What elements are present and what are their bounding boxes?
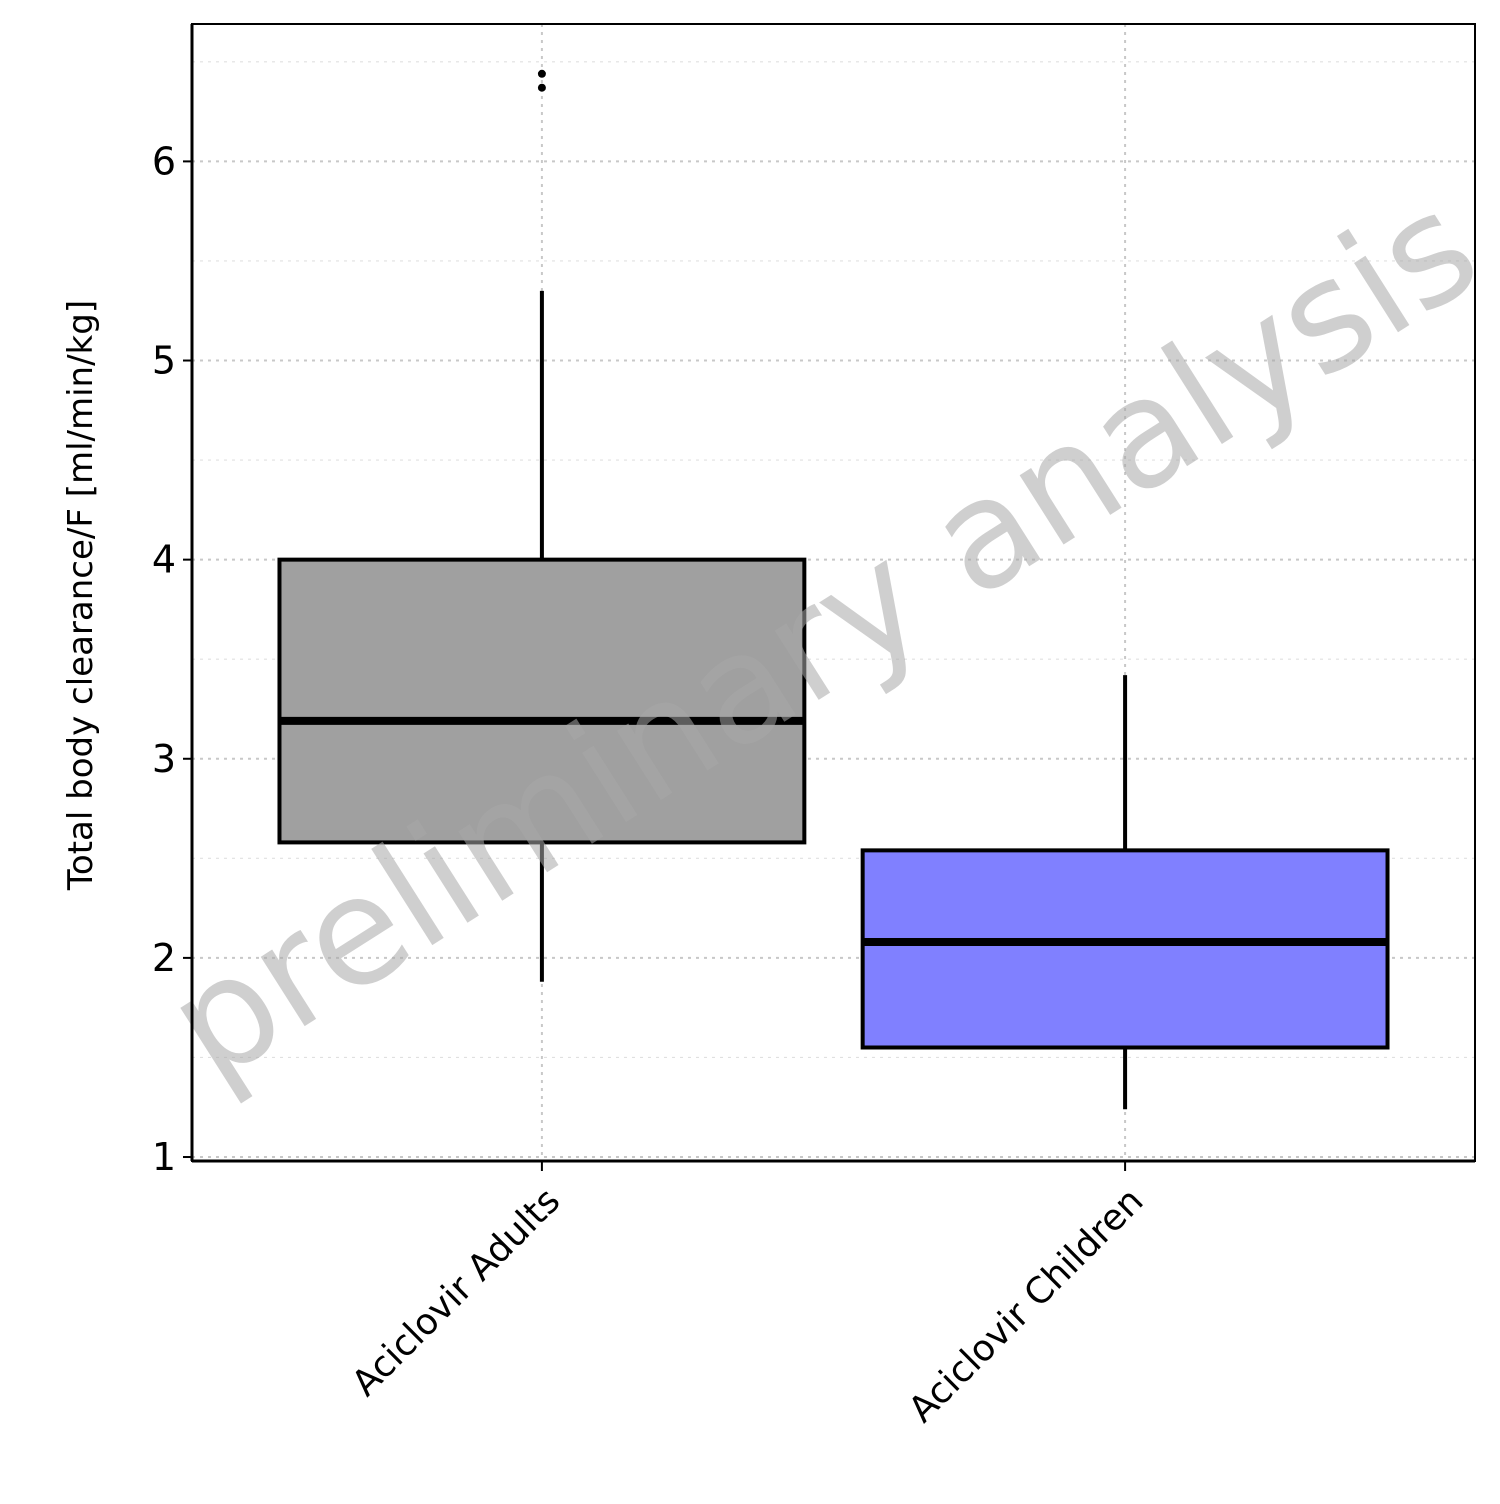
iqr-box — [860, 848, 1390, 1050]
outlier-point — [537, 83, 546, 92]
outlier-point — [537, 69, 546, 78]
iqr-box — [277, 557, 807, 845]
y-tick-label: 3 — [152, 737, 176, 781]
y-axis-label: Total body clearance/F [ml/min/kg] — [61, 300, 101, 891]
box-0 — [277, 69, 807, 982]
y-tick-label: 1 — [152, 1135, 176, 1179]
y-tick-label: 4 — [152, 538, 176, 582]
y-axis-ticks: 1 2 3 4 5 6 — [152, 139, 192, 1179]
x-tick-label: Aciclovir Adults — [344, 1180, 568, 1404]
box-1 — [860, 675, 1390, 1110]
y-tick-label: 6 — [152, 139, 176, 183]
y-tick-label: 2 — [152, 936, 176, 980]
x-axis-ticks: Aciclovir Adults Aciclovir Children — [344, 1161, 1151, 1431]
boxes — [277, 69, 1390, 1110]
x-tick-label: Aciclovir Children — [901, 1180, 1151, 1430]
y-tick-label: 5 — [152, 339, 176, 383]
